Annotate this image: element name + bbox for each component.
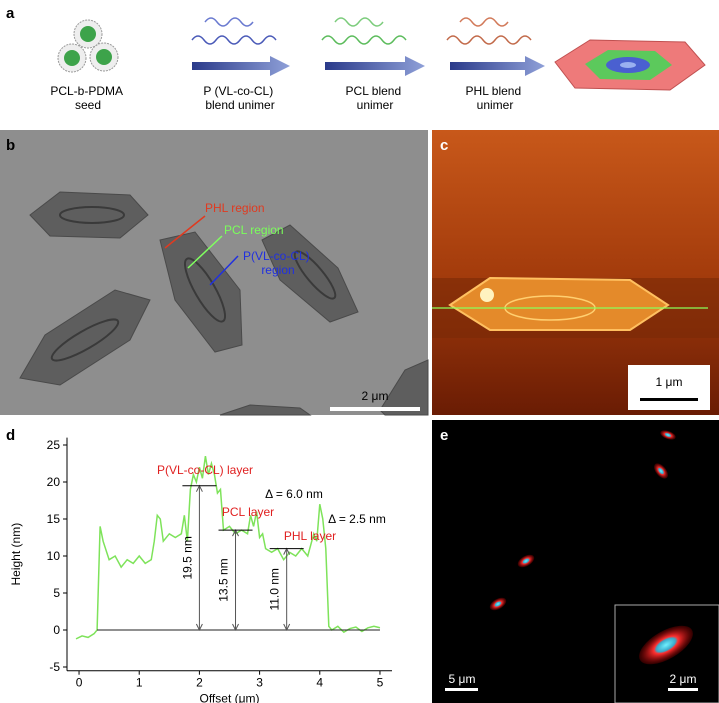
delta-label: Δ = 2.5 nm <box>328 512 386 526</box>
step-label: PHL blend unimer <box>466 84 525 112</box>
seed-icons <box>57 19 119 73</box>
panel-letter: e <box>440 427 448 444</box>
x-tick-label: 5 <box>377 676 384 690</box>
y-axis-label: Height (nm) <box>9 523 23 586</box>
label-line: seed <box>75 98 101 112</box>
scale-bar-label: 5 μm <box>449 672 476 686</box>
layer-label: PCL layer <box>222 505 274 519</box>
panel-letter: a <box>6 5 15 22</box>
y-tick-label: -5 <box>49 660 60 674</box>
region-label: P(VL-co-CL) region <box>243 249 313 277</box>
x-tick-label: 1 <box>136 676 143 690</box>
scale-bar-label: 2 μm <box>362 389 389 403</box>
region-label: PCL region <box>224 223 284 237</box>
y-tick-label: 20 <box>47 475 61 489</box>
label-line: PHL blend <box>466 84 522 98</box>
panel-e: e 5 μm 2 μm <box>432 420 719 703</box>
step-2 <box>321 17 425 76</box>
panel-letter: c <box>440 137 448 154</box>
x-tick-label: 4 <box>316 676 323 690</box>
platelet-icon <box>554 39 706 91</box>
scale-bar <box>640 398 698 401</box>
x-tick-label: 0 <box>76 676 83 690</box>
height-label: 13.5 nm <box>217 558 231 601</box>
panel-letter: b <box>6 137 15 154</box>
seed-label: PCL-b-PDMA seed <box>50 84 125 112</box>
height-label: 11.0 nm <box>268 568 282 610</box>
y-tick-label: 0 <box>53 623 60 637</box>
label-line: blend unimer <box>205 98 274 112</box>
panel-a: a PCL-b-PDMA seed <box>6 5 706 112</box>
scale-bar-label: 1 μm <box>656 375 683 389</box>
step-label: P (VL-co-CL) blend unimer <box>203 84 276 112</box>
label-line: unimer <box>477 98 514 112</box>
scale-bar <box>330 407 420 411</box>
y-tick-label: 10 <box>47 549 61 563</box>
panel-c: c 1 μm <box>432 130 719 415</box>
scale-bar <box>668 688 698 691</box>
scale-bar-label: 2 μm <box>670 672 697 686</box>
label-line: PCL-b-PDMA <box>50 84 123 98</box>
y-tick-label: 5 <box>53 586 60 600</box>
label-line: region <box>261 263 294 277</box>
region-label: PHL region <box>205 201 265 215</box>
step-1 <box>191 17 290 76</box>
layer-label: P(VL-co-CL) layer <box>157 463 253 477</box>
step-3 <box>446 17 545 76</box>
step-label: PCL blend unimer <box>346 84 405 112</box>
panel-letter: d <box>6 427 15 444</box>
y-tick-label: 15 <box>47 512 61 526</box>
label-line: unimer <box>357 98 394 112</box>
label-line: PCL blend <box>346 84 402 98</box>
panel-d: d -5 0 5 10 15 20 25 0 1 2 3 4 5 Offset (μm) Height (n… <box>6 427 392 703</box>
label-line: P(VL-co-CL) <box>243 249 310 263</box>
panel-b: b PHL region PCL region P(VL-co-CL) regi… <box>0 130 429 416</box>
layer-label: PHL layer <box>284 529 336 543</box>
scale-bar <box>445 688 478 691</box>
label-line: P (VL-co-CL) <box>203 84 273 98</box>
x-tick-label: 3 <box>256 676 263 690</box>
x-tick-label: 2 <box>196 676 203 690</box>
x-axis-label: Offset (μm) <box>199 692 259 703</box>
height-label: 19.5 nm <box>180 536 194 579</box>
line-series <box>75 455 381 640</box>
y-tick-label: 25 <box>47 438 61 452</box>
delta-label: Δ = 6.0 nm <box>265 487 323 501</box>
